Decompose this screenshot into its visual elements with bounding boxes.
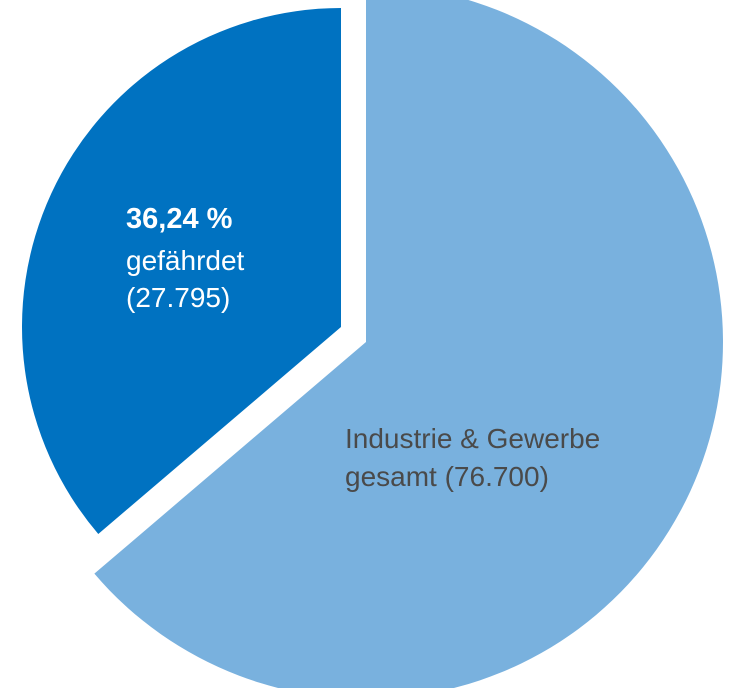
main-label-line1: Industrie & Gewerbe: [345, 423, 600, 454]
main-label-line2: gesamt (76.700): [345, 461, 549, 492]
risk-count-label: (27.795): [126, 282, 230, 313]
risk-name-label: gefährdet: [126, 245, 245, 276]
risk-percent-label: 36,24 %: [126, 203, 233, 235]
pie-slice-industrie-gewerbe: [94, 0, 723, 688]
pie-slice-gefaehrdet: [21, 8, 341, 534]
